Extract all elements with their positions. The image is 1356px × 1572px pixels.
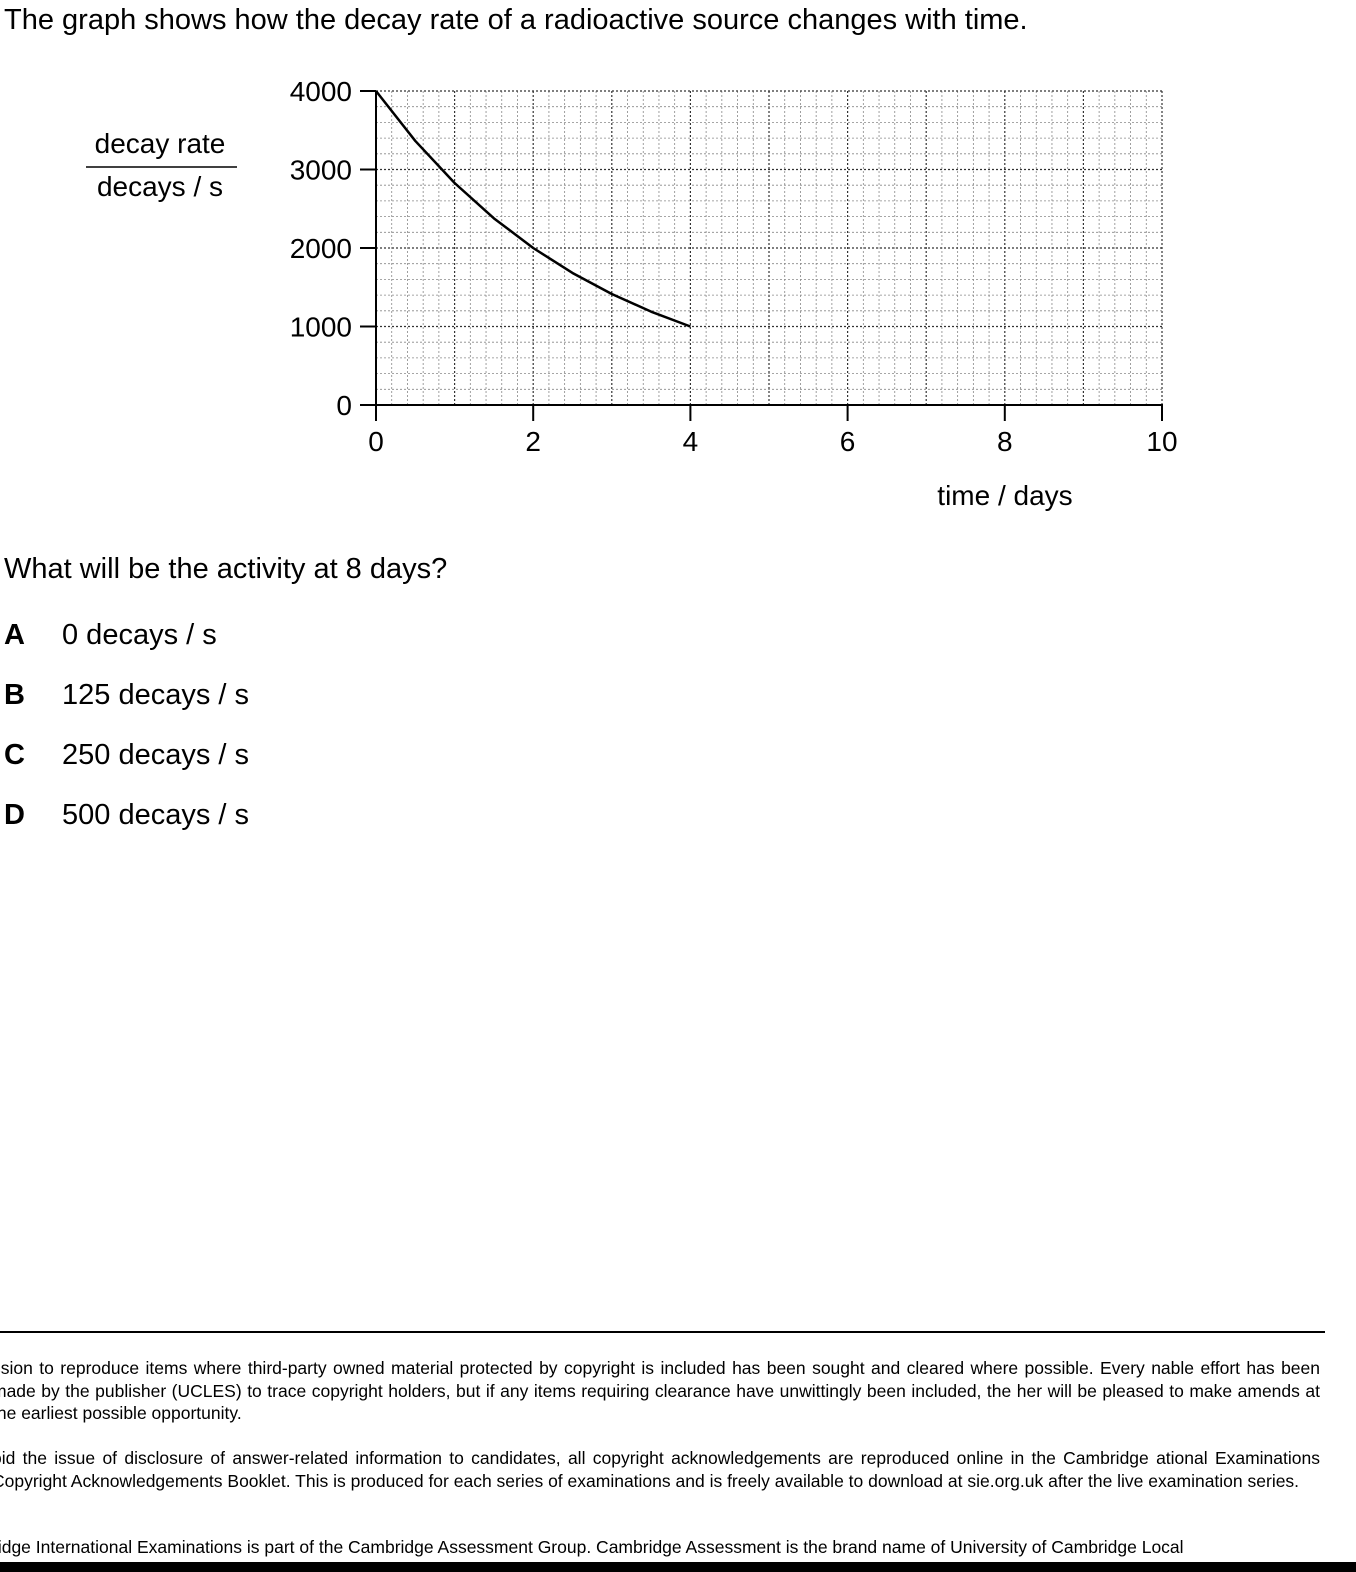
x-tick-label: 2 bbox=[525, 426, 541, 457]
question-prompt: What will be the activity at 8 days? bbox=[4, 553, 448, 585]
chart-ticks: 0 2 4 6 8 10 0 1000 2000 3000 4000 bbox=[290, 76, 1178, 457]
footer-divider bbox=[0, 1331, 1325, 1333]
option-letter: D bbox=[4, 799, 25, 831]
option-text: 500 decays / s bbox=[62, 799, 249, 831]
y-tick-label: 1000 bbox=[290, 312, 352, 343]
option-letter: C bbox=[4, 739, 25, 771]
footer-copyright-paragraph: ssion to reproduce items where third-par… bbox=[0, 1358, 1320, 1424]
x-tick-label: 4 bbox=[683, 426, 699, 457]
x-tick-label: 0 bbox=[368, 426, 384, 457]
footer-cambridge-paragraph: ridge International Examinations is part… bbox=[0, 1537, 1184, 1557]
y-tick-label: 2000 bbox=[290, 233, 352, 264]
x-tick-label: 10 bbox=[1146, 426, 1177, 457]
x-axis-label: time / days bbox=[937, 480, 1072, 511]
x-tick-label: 8 bbox=[997, 426, 1013, 457]
footer-acknowledgements-paragraph: oid the issue of disclosure of answer-re… bbox=[0, 1448, 1320, 1491]
y-axis-label-denominator: decays / s bbox=[97, 171, 223, 202]
option-text: 250 decays / s bbox=[62, 739, 249, 771]
y-tick-label: 0 bbox=[336, 390, 352, 421]
question-intro: The graph shows how the decay rate of a … bbox=[4, 4, 1028, 36]
y-tick-label: 3000 bbox=[290, 155, 352, 186]
page-bottom-bar bbox=[0, 1562, 1356, 1572]
y-tick-label: 4000 bbox=[290, 76, 352, 107]
y-axis-label-numerator: decay rate bbox=[95, 128, 226, 159]
option-letter: B bbox=[4, 679, 25, 711]
decay-curve bbox=[375, 90, 691, 328]
chart-axis-labels: decay rate decays / s time / days bbox=[86, 128, 1073, 511]
x-tick-label: 6 bbox=[840, 426, 856, 457]
decay-rate-chart: 0 2 4 6 8 10 0 1000 2000 3000 4000 decay rate deca… bbox=[86, 76, 1178, 511]
chart-series bbox=[375, 90, 691, 328]
option-letter: A bbox=[4, 619, 25, 651]
option-text: 125 decays / s bbox=[62, 679, 249, 711]
chart-grid bbox=[375, 90, 1163, 406]
option-text: 0 decays / s bbox=[62, 619, 217, 651]
